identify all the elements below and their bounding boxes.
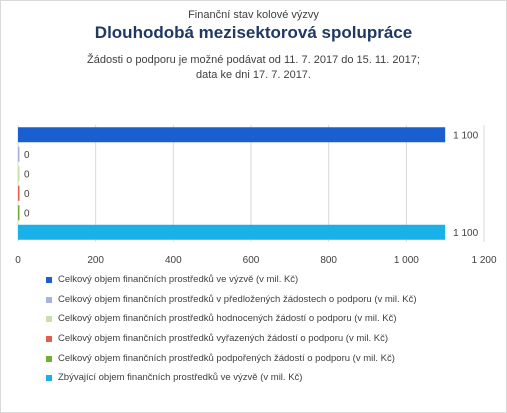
legend-swatch-2 — [46, 316, 52, 323]
data-label-0: 1 100 — [453, 130, 478, 141]
bar-4 — [18, 205, 20, 221]
data-label-4: 0 — [24, 208, 30, 219]
subtitle-line-1: Žádosti o podporu je možné podávat od 11… — [87, 54, 420, 66]
x-tick-label-6: 1 200 — [471, 255, 496, 266]
legend-label-2: Celkový objem finančních prostředků hodn… — [58, 313, 397, 325]
legend-item-0: Celkový objem finančních prostředků ve v… — [46, 270, 417, 290]
chart-legend: Celkový objem finančních prostředků ve v… — [46, 270, 417, 388]
data-label-1: 0 — [24, 150, 30, 161]
legend-label-4: Celkový objem finančních prostředků podp… — [58, 352, 395, 364]
x-tick-label-4: 800 — [320, 255, 337, 266]
x-tick-label-1: 200 — [87, 255, 104, 266]
data-label-3: 0 — [24, 189, 30, 200]
legend-label-1: Celkový objem finančních prostředků v př… — [58, 293, 417, 305]
legend-item-1: Celkový objem finančních prostředků v př… — [46, 290, 417, 310]
bar-5 — [18, 224, 446, 240]
bar-2 — [18, 166, 20, 182]
legend-item-3: Celkový objem finančních prostředků vyřa… — [46, 329, 417, 349]
legend-swatch-1 — [46, 296, 52, 303]
chart-title: Dlouhodobá mezisektorová spolupráce — [94, 23, 413, 42]
legend-swatch-3 — [46, 336, 52, 343]
legend-swatch-4 — [46, 355, 52, 362]
legend-label-5: Zbývající objem finančních prostředků ve… — [58, 372, 303, 384]
legend-swatch-5 — [46, 375, 52, 382]
x-tick-label-5: 1 000 — [394, 255, 419, 266]
legend-item-4: Celkový objem finančních prostředků podp… — [46, 349, 417, 369]
bar-1 — [18, 146, 20, 162]
bar-3 — [18, 185, 20, 201]
legend-swatch-0 — [46, 277, 52, 283]
bar-0 — [18, 127, 446, 143]
subtitle-line-2: data ke dni 17. 7. 2017. — [196, 69, 311, 81]
chart-supertitle: Finanční stav kolové výzvy — [188, 9, 319, 21]
x-tick-label-3: 600 — [243, 255, 260, 266]
legend-label-3: Celkový objem finančních prostředků vyřa… — [58, 333, 389, 345]
x-tick-label-2: 400 — [165, 255, 182, 266]
legend-item-2: Celkový objem finančních prostředků hodn… — [46, 309, 417, 329]
legend-item-5: Zbývající objem finančních prostředků ve… — [46, 368, 417, 388]
legend-label-0: Celkový objem finančních prostředků ve v… — [58, 274, 299, 285]
x-tick-label-0: 0 — [15, 255, 21, 266]
data-label-5: 1 100 — [453, 228, 478, 239]
data-label-2: 0 — [24, 169, 30, 180]
chart-subtitle: Žádosti o podporu je možné podávat od 11… — [0, 53, 507, 83]
